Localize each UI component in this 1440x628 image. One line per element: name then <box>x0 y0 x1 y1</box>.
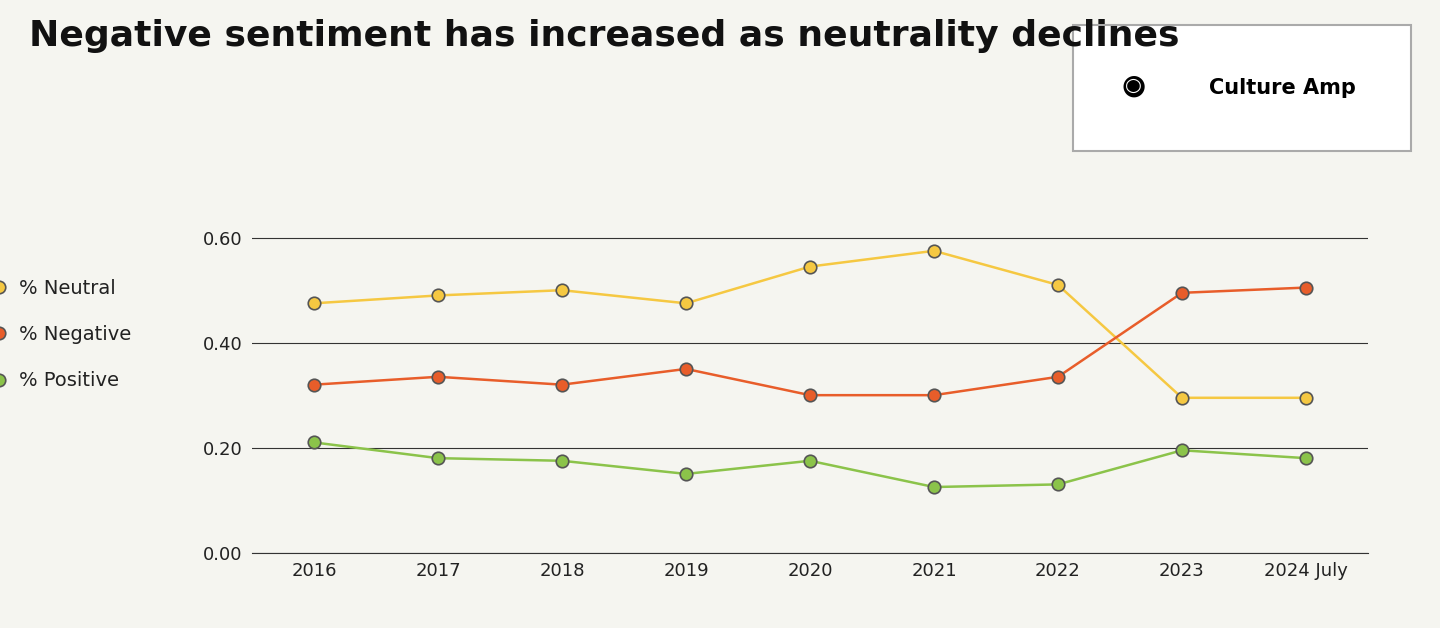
Text: Culture Amp: Culture Amp <box>1210 78 1356 98</box>
FancyBboxPatch shape <box>1073 25 1411 151</box>
Text: Negative sentiment has increased as neutrality declines: Negative sentiment has increased as neut… <box>29 19 1179 53</box>
Legend: % Neutral, % Negative, % Positive: % Neutral, % Negative, % Positive <box>0 279 131 391</box>
Text: ●: ● <box>1122 72 1146 99</box>
Text: ○: ○ <box>1125 76 1142 95</box>
